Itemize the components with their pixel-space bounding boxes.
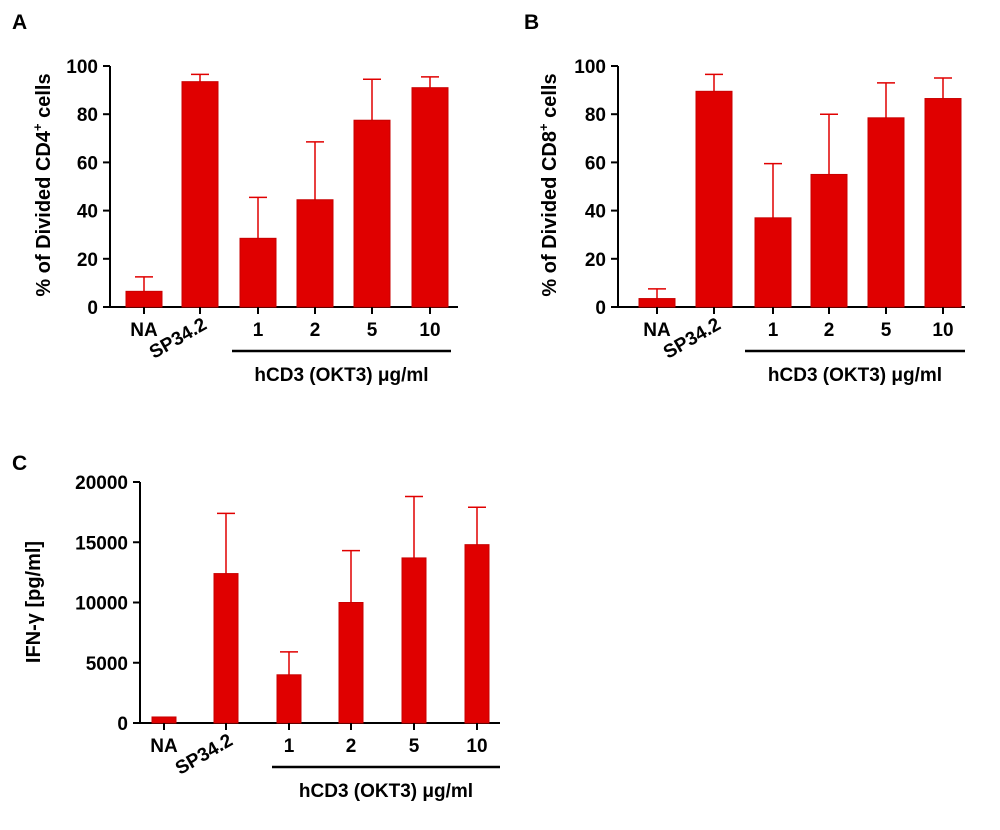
y-tick-label-b: 20	[585, 250, 606, 271]
y-tick-label-b: 60	[585, 153, 606, 174]
y-axis-title-c: IFN-γ [pg/ml]	[23, 541, 45, 663]
y-tick-label-b: 40	[585, 202, 606, 223]
bar-b-10	[924, 98, 962, 308]
x-tick-label-b: 2	[824, 320, 835, 341]
y-tick-label-a: 60	[77, 153, 98, 174]
bar-a-na	[125, 290, 163, 308]
x-tick-label-b: 1	[768, 320, 779, 341]
bar-b-5	[867, 117, 905, 308]
group-label-c: hCD3 (OKT3) μg/ml	[299, 781, 473, 802]
y-tick-label-b: 100	[574, 57, 606, 78]
y-tick-label-c: 10000	[75, 594, 128, 615]
x-tick-label-a: 10	[419, 320, 440, 341]
x-tick-label-c: 2	[346, 736, 357, 757]
x-tick-label-c: 1	[284, 736, 295, 757]
bar-c-na	[151, 716, 177, 724]
y-tick-label-c: 15000	[75, 533, 128, 554]
bar-b-sp342	[695, 90, 733, 308]
y-tick-label-a: 100	[66, 57, 98, 78]
y-tick-label-c: 5000	[86, 654, 128, 675]
y-tick-label-c: 0	[117, 714, 128, 735]
x-tick-label-b: NA	[643, 320, 671, 341]
panel-letter-b: B	[524, 11, 539, 34]
y-axis-title-a: % of Divided CD4+ cells	[30, 73, 55, 296]
x-tick-label-b: 10	[932, 320, 953, 341]
bar-c-1	[276, 674, 302, 724]
x-tick-label-a: 5	[367, 320, 378, 341]
x-tick-label-c: NA	[150, 736, 178, 757]
bar-b-2	[810, 173, 848, 308]
x-tick-label-c: SP34.2	[172, 730, 236, 779]
x-tick-label-b: 5	[881, 320, 892, 341]
bar-c-sp342	[213, 573, 239, 724]
bar-c-2	[338, 602, 364, 724]
x-tick-label-c: 10	[466, 736, 487, 757]
panel-b: B % of Divided CD8+ cells 0 20 40 60 80 100 NA…	[524, 11, 965, 386]
panel-letter-c: C	[12, 452, 27, 475]
panel-c: C IFN-γ [pg/ml] 0 5000 10000 15000 20000 NASP…	[12, 452, 500, 802]
bar-b-na	[638, 298, 676, 308]
bar-c-5	[401, 557, 427, 724]
x-tick-label-a: 1	[253, 320, 264, 341]
group-label-a: hCD3 (OKT3) μg/ml	[254, 365, 428, 386]
bar-b-1	[754, 217, 792, 308]
bar-a-sp342	[181, 81, 219, 308]
y-tick-label-b: 0	[595, 298, 606, 319]
bar-c-10	[464, 544, 490, 724]
x-tick-label-a: 2	[310, 320, 321, 341]
y-axis-title-b: % of Divided CD8+ cells	[536, 73, 561, 296]
y-tick-label-a: 0	[87, 298, 98, 319]
bar-a-1	[239, 237, 277, 308]
panel-a: A % of Divided CD4+ cells 0 20 40 60 80 100 NA…	[12, 11, 458, 386]
bar-a-10	[411, 87, 449, 308]
y-tick-label-b: 80	[585, 105, 606, 126]
y-tick-label-c: 20000	[75, 473, 128, 494]
panel-letter-a: A	[12, 11, 27, 34]
x-tick-label-c: 5	[409, 736, 420, 757]
y-tick-label-a: 40	[77, 202, 98, 223]
y-tick-label-a: 20	[77, 250, 98, 271]
bar-a-2	[296, 199, 334, 308]
y-tick-label-a: 80	[77, 105, 98, 126]
bar-a-5	[353, 119, 391, 308]
x-tick-label-a: NA	[130, 320, 158, 341]
group-label-b: hCD3 (OKT3) μg/ml	[768, 365, 942, 386]
